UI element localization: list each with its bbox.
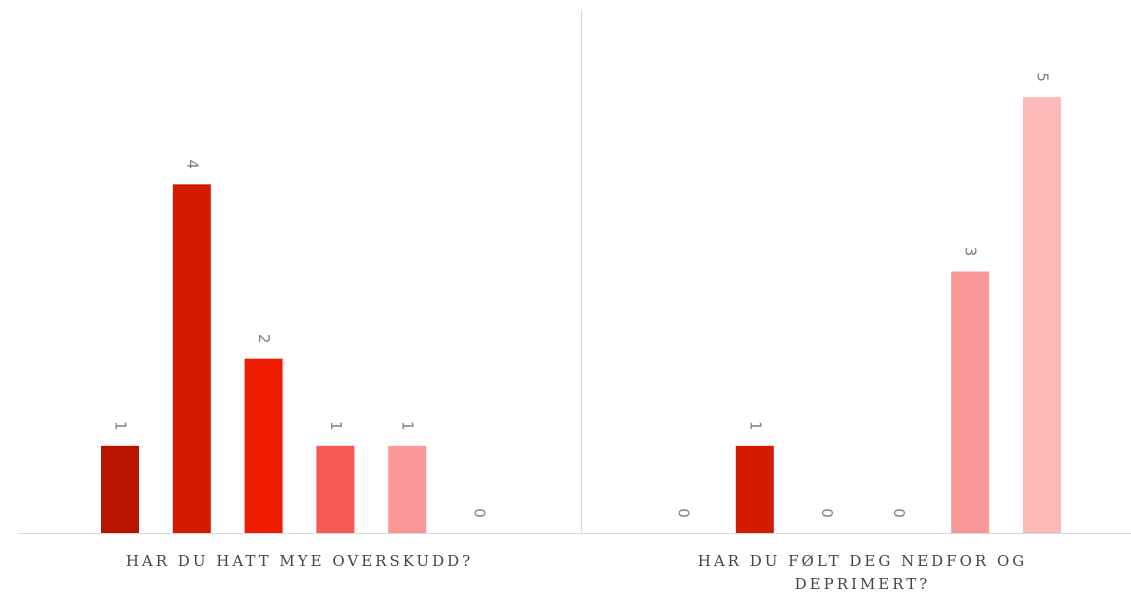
data-label: 1: [399, 421, 417, 431]
data-label: 2: [255, 334, 273, 344]
bar: [316, 445, 355, 533]
bar: [388, 445, 427, 533]
data-label: 0: [471, 508, 489, 518]
data-label: 4: [183, 160, 201, 170]
data-label: 5: [1034, 72, 1052, 82]
data-label: 0: [675, 508, 693, 518]
data-label: 1: [112, 421, 130, 431]
bar: [735, 445, 774, 533]
x-tick-label: HAR DU HATT MYE OVERSKUDD?: [125, 552, 474, 570]
data-label: 0: [818, 508, 836, 518]
x-tick-label: HAR DU FØLT DEG NEDFOR OG DEPRIMERT?: [697, 552, 1028, 593]
data-label: 1: [327, 421, 345, 431]
bar: [172, 184, 211, 534]
data-label: 3: [962, 247, 980, 257]
bar: [1023, 97, 1061, 534]
bar: [951, 271, 990, 533]
data-label: 0: [890, 508, 908, 518]
bar: [101, 445, 139, 533]
data-label: 1: [746, 421, 764, 431]
bar: [244, 358, 283, 533]
